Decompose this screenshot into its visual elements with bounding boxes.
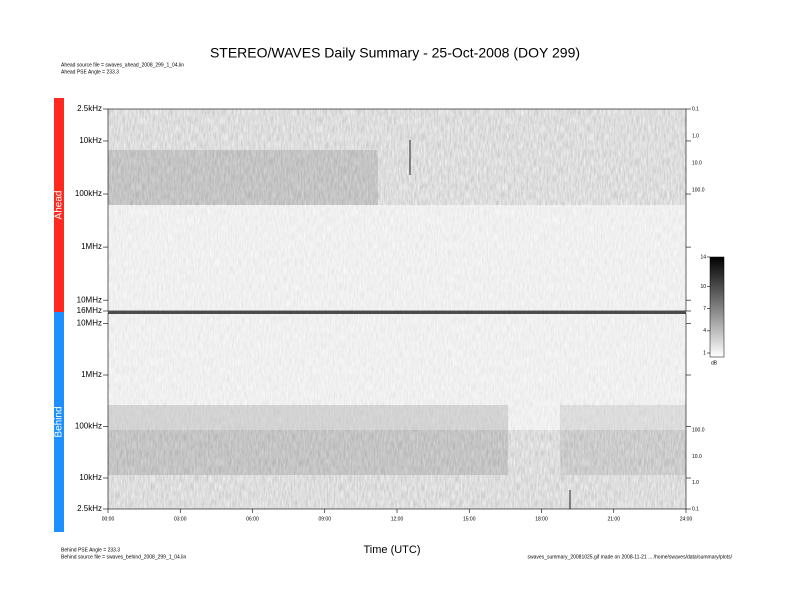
y-tick-label: 10MHz <box>77 319 102 328</box>
colorbar-tick-label: 4 <box>703 328 706 334</box>
spectrogram-image <box>108 109 686 509</box>
plot-frame <box>107 312 687 510</box>
y2-tick-label: 1.0 <box>692 133 699 139</box>
y2-tick-label: 100.0 <box>692 187 705 193</box>
colorbar-tick-label: 7 <box>703 306 706 312</box>
colorbar-tick-label: 1 <box>703 350 706 356</box>
panel-label: Behind <box>54 406 65 437</box>
x-axis-label: Time (UTC) <box>363 544 420 556</box>
colorbar-label: dB <box>711 360 718 366</box>
x-tick-label: 03:00 <box>174 516 187 522</box>
y-tick-label: 100kHz <box>75 422 102 431</box>
panel-label: Ahead <box>54 191 65 220</box>
y-tick-label: 1MHz <box>81 242 102 251</box>
y-tick-label: 2.5kHz <box>77 104 102 113</box>
annotation: Ahead PSE Angle = 233.3 <box>61 69 119 75</box>
y2-tick-label: 1.0 <box>692 480 699 486</box>
x-tick-label: 21:00 <box>607 516 620 522</box>
x-tick-label: 15:00 <box>463 516 476 522</box>
colorbar-tick-label: 10 <box>700 284 706 290</box>
y-tick-label: 10kHz <box>79 136 102 145</box>
chart-title: STEREO/WAVES Daily Summary - 25-Oct-2008… <box>210 45 580 61</box>
colorbar <box>709 256 725 358</box>
annotation: Ahead source file = swaves_ahead_2008_29… <box>61 62 184 68</box>
colorbar-tick-label: 14 <box>700 254 706 260</box>
x-tick-label: 09:00 <box>318 516 331 522</box>
y2-tick-label: 100.0 <box>692 428 705 434</box>
y-tick-label: 10kHz <box>79 473 102 482</box>
panel-bar <box>54 98 64 312</box>
y-tick-label: 2.5kHz <box>77 504 102 513</box>
x-tick-label: 06:00 <box>246 516 259 522</box>
y2-tick-label: 10.0 <box>692 160 702 166</box>
y2-tick-label: 0.1 <box>692 506 699 512</box>
footer: swaves_summary_20081025.gif made on 2008… <box>528 554 733 560</box>
y-tick-label: 10MHz <box>77 295 102 304</box>
panel-bar <box>54 312 64 532</box>
y-tick-label: 1MHz <box>81 370 102 379</box>
x-tick-label: 12:00 <box>391 516 404 522</box>
y-tick-label: 100kHz <box>75 189 102 198</box>
plot-frame <box>107 108 687 312</box>
y2-tick-label: 0.1 <box>692 106 699 112</box>
x-tick-label: 00:00 <box>102 516 115 522</box>
y-tick-label: 16MHz <box>77 306 102 315</box>
x-tick-label: 18:00 <box>535 516 548 522</box>
y2-tick-label: 10.0 <box>692 454 702 460</box>
annotation: Behind source file = swaves_behind_2008_… <box>61 554 186 560</box>
x-tick-label: 24:00 <box>680 516 693 522</box>
annotation: Behind PSE Angle = 233.3 <box>61 547 120 553</box>
